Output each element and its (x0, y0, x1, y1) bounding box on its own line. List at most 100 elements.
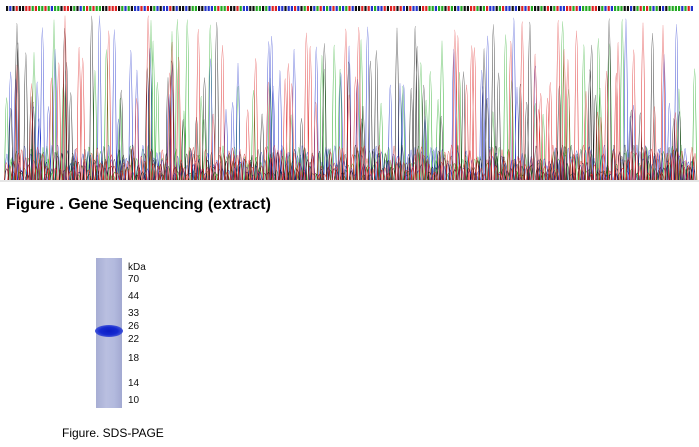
base-call-mark (572, 6, 575, 11)
base-call-mark (386, 6, 389, 11)
base-call-mark (182, 6, 185, 11)
base-call-mark (422, 6, 425, 11)
sds-page-gel-lane (95, 258, 123, 408)
base-call-mark (425, 6, 428, 11)
base-call-mark (530, 6, 533, 11)
ladder-mark: 70 (128, 274, 140, 285)
base-call-mark (498, 6, 501, 11)
base-call-mark (521, 6, 524, 11)
base-call-mark (92, 6, 95, 11)
base-call-mark (198, 6, 201, 11)
base-call-mark (169, 6, 172, 11)
base-call-mark (671, 6, 674, 11)
base-call-mark (585, 6, 588, 11)
base-call-mark (534, 6, 537, 11)
base-call-mark (194, 6, 197, 11)
base-call-mark (566, 6, 569, 11)
base-call-mark (223, 6, 226, 11)
base-call-mark (73, 6, 76, 11)
base-call-mark (450, 6, 453, 11)
base-call-mark (54, 6, 57, 11)
base-call-mark (652, 6, 655, 11)
base-call-mark (316, 6, 319, 11)
base-call-mark (124, 6, 127, 11)
base-call-mark (598, 6, 601, 11)
base-call-mark (121, 6, 124, 11)
base-call-mark (418, 6, 421, 11)
base-call-mark (265, 6, 268, 11)
base-call-mark (633, 6, 636, 11)
base-call-mark (156, 6, 159, 11)
molecular-weight-ladder: kDa 70 44 33 26 22 18 14 10 (128, 262, 168, 412)
base-call-mark (105, 6, 108, 11)
base-call-mark (546, 6, 549, 11)
base-call-mark (114, 6, 117, 11)
ladder-mark: 33 (128, 308, 140, 319)
base-call-mark (345, 6, 348, 11)
base-call-mark (127, 6, 130, 11)
base-call-mark (470, 6, 473, 11)
base-call-mark (300, 6, 303, 11)
base-call-mark (380, 6, 383, 11)
base-call-mark (255, 6, 258, 11)
base-call-mark (396, 6, 399, 11)
base-call-mark (6, 6, 9, 11)
base-call-mark (354, 6, 357, 11)
base-call-mark (594, 6, 597, 11)
base-call-mark (326, 6, 329, 11)
base-call-mark (258, 6, 261, 11)
base-call-mark (367, 6, 370, 11)
base-call-mark (473, 6, 476, 11)
base-call-mark (428, 6, 431, 11)
base-call-mark (377, 6, 380, 11)
base-call-mark (466, 6, 469, 11)
base-call-mark (441, 6, 444, 11)
base-call-mark (364, 6, 367, 11)
sequencing-chromatogram (0, 0, 699, 185)
base-call-mark (290, 6, 293, 11)
base-call-mark (662, 6, 665, 11)
base-call-mark (172, 6, 175, 11)
base-call-mark (610, 6, 613, 11)
base-call-mark (658, 6, 661, 11)
base-call-mark (310, 6, 313, 11)
base-call-mark (361, 6, 364, 11)
base-call-mark (297, 6, 300, 11)
base-call-mark (402, 6, 405, 11)
base-call-mark (332, 6, 335, 11)
base-call-mark (313, 6, 316, 11)
base-call-mark (239, 6, 242, 11)
base-call-mark (220, 6, 223, 11)
base-call-mark (646, 6, 649, 11)
base-call-mark (601, 6, 604, 11)
base-call-mark (271, 6, 274, 11)
base-call-mark (454, 6, 457, 11)
base-call-mark (41, 6, 44, 11)
base-call-mark (246, 6, 249, 11)
base-call-mark (303, 6, 306, 11)
base-call-mark (495, 6, 498, 11)
base-call-mark (591, 6, 594, 11)
base-call-mark (431, 6, 434, 11)
base-call-mark (505, 6, 508, 11)
base-call-mark (438, 6, 441, 11)
base-call-mark (342, 6, 345, 11)
base-call-mark (278, 6, 281, 11)
base-call-mark (306, 6, 309, 11)
base-call-mark (444, 6, 447, 11)
base-call-mark (98, 6, 101, 11)
base-call-mark (294, 6, 297, 11)
base-call-mark (38, 6, 41, 11)
base-call-mark (86, 6, 89, 11)
base-call-mark (508, 6, 511, 11)
figure-caption-gene-sequencing: Figure . Gene Sequencing (extract) (6, 196, 271, 213)
base-call-mark (143, 6, 146, 11)
ladder-mark: 44 (128, 291, 140, 302)
base-call-mark (249, 6, 252, 11)
base-call-mark (678, 6, 681, 11)
base-call-mark (524, 6, 527, 11)
base-call-mark (268, 6, 271, 11)
base-call-mark (214, 6, 217, 11)
base-call-mark (674, 6, 677, 11)
base-call-mark (553, 6, 556, 11)
